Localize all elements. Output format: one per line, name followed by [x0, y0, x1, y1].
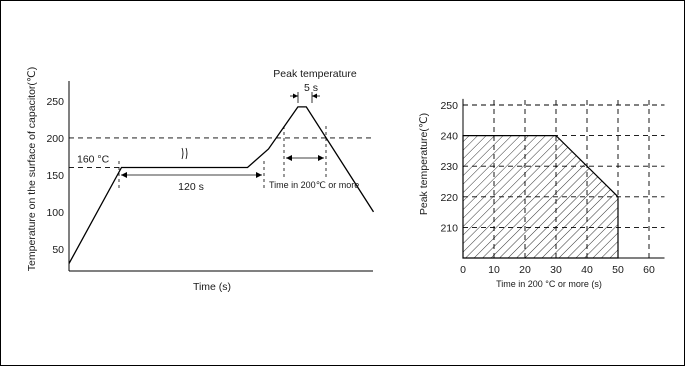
- left-y-axis-label: Temperature on the surface of capacitor(…: [26, 67, 38, 271]
- right-y-tick-240: 240: [440, 131, 458, 143]
- right-x-tick-30: 30: [550, 264, 562, 276]
- right-y-tick-210: 210: [440, 222, 458, 234]
- peak-temperature-chart: 210 220 230 240 250 0 10 20 30 40 50 60 Time in 20…: [418, 98, 665, 289]
- left-y-tick-50: 50: [52, 244, 64, 256]
- preheat-duration-label: 120 s: [178, 181, 204, 193]
- above-200-arrow-right: [318, 155, 324, 161]
- right-y-tick-230: 230: [440, 161, 458, 173]
- left-y-tick-200: 200: [46, 133, 64, 145]
- axis-break-mark: [181, 147, 188, 160]
- left-x-axis-label: Time (s): [193, 281, 231, 293]
- right-x-axis-label: Time in 200 °C or more (s): [496, 279, 602, 289]
- right-x-tick-0: 0: [460, 264, 466, 276]
- right-y-axis-label: Peak temperature(℃): [418, 113, 430, 215]
- right-y-tick-220: 220: [440, 192, 458, 204]
- temperature-profile-line: [68, 106, 375, 264]
- right-y-tick-labels: 210 220 230 240 250: [440, 100, 458, 234]
- peak-arrow-right: [312, 93, 317, 99]
- time-above-200-label: Time in 200℃ or more: [269, 180, 359, 190]
- right-x-tick-labels: 0 10 20 30 40 50 60: [460, 264, 655, 276]
- reference-label-160: 160 °C: [77, 154, 110, 166]
- preheat-arrow-right: [256, 172, 262, 178]
- above-200-arrow-left: [286, 155, 292, 161]
- right-x-tick-10: 10: [488, 264, 500, 276]
- preheat-arrow-left: [121, 172, 127, 178]
- left-y-tick-250: 250: [46, 96, 64, 108]
- allowable-region: [462, 135, 619, 259]
- left-y-tick-100: 100: [46, 207, 64, 219]
- temperature-profile-chart: 50 100 150 200 250 160 °C 120 s: [26, 67, 375, 293]
- peak-duration-label: 5 s: [304, 82, 318, 94]
- left-y-tick-labels: 50 100 150 200 250: [46, 96, 64, 256]
- right-x-tick-60: 60: [643, 264, 655, 276]
- right-x-tick-50: 50: [612, 264, 624, 276]
- right-x-tick-20: 20: [519, 264, 531, 276]
- right-y-tick-250: 250: [440, 100, 458, 112]
- right-x-tick-40: 40: [581, 264, 593, 276]
- peak-arrow-left: [293, 93, 298, 99]
- peak-temperature-label: Peak temperature: [273, 68, 357, 80]
- left-y-tick-150: 150: [46, 170, 64, 182]
